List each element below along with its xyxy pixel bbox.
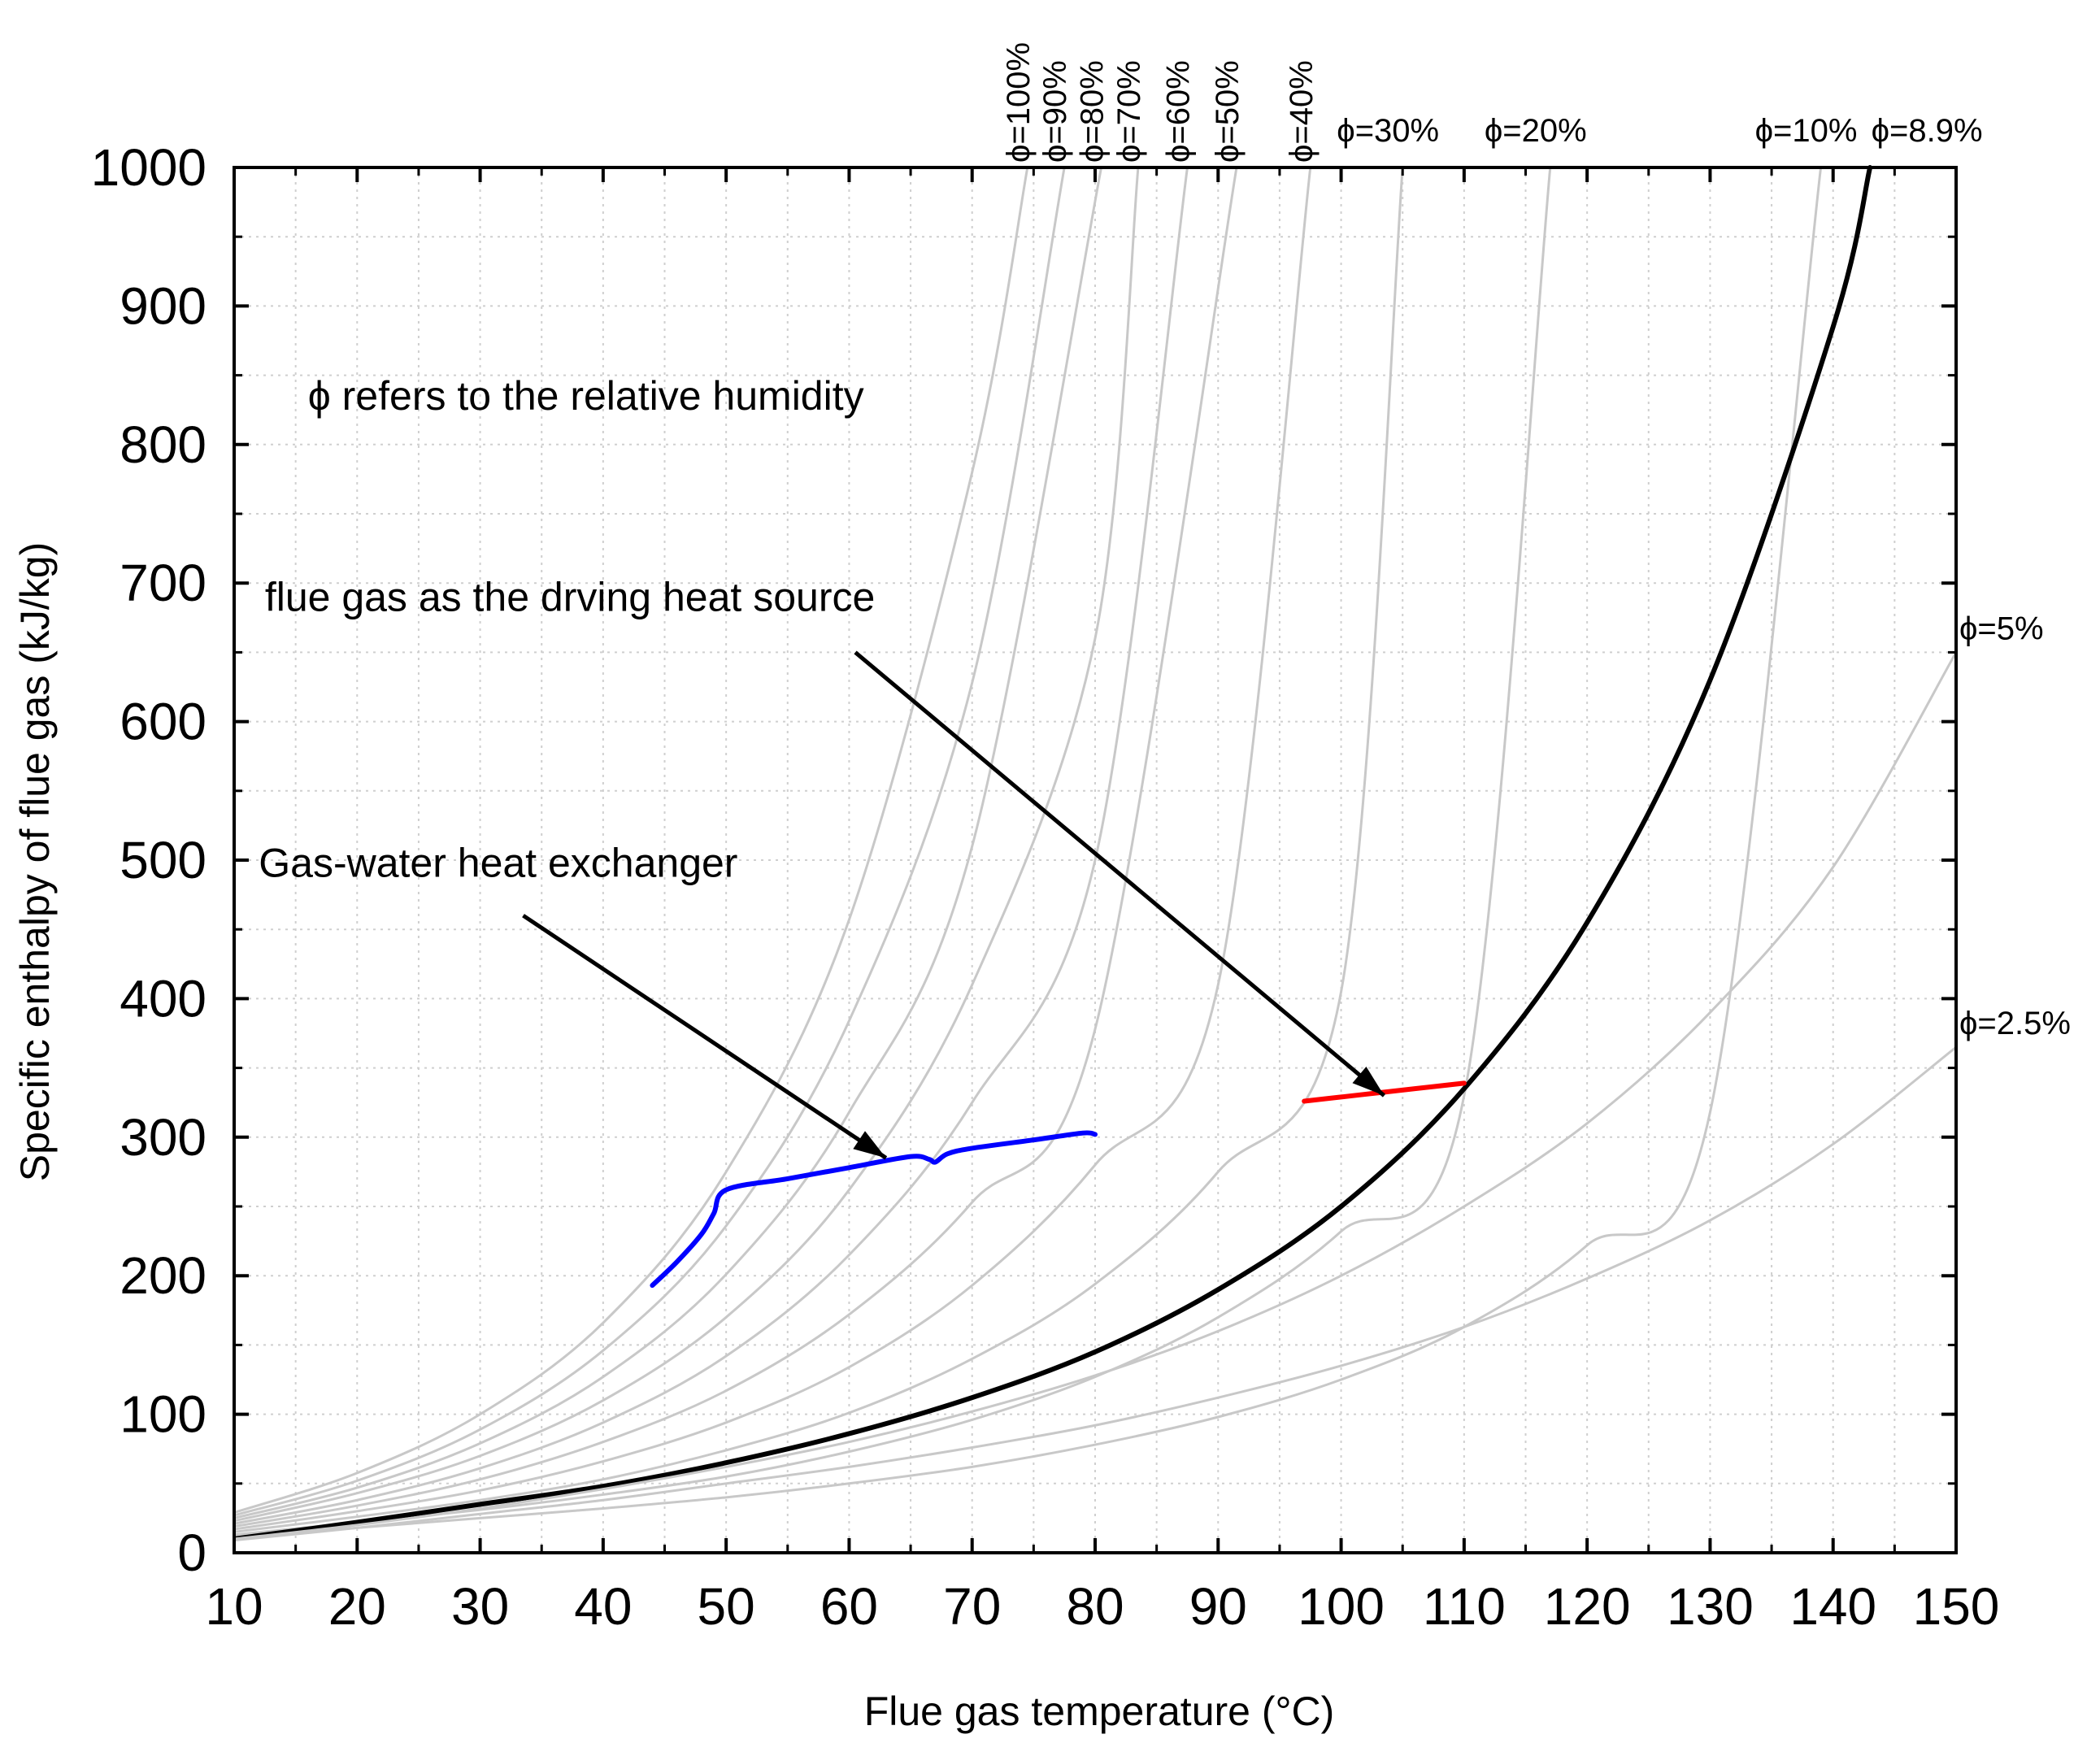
y-tick-label: 0 — [177, 1523, 207, 1582]
annotation-arrows — [522, 650, 1386, 1160]
y-tick-label: 900 — [120, 276, 207, 335]
curve-90 — [234, 166, 1066, 1517]
axis-ticks — [233, 166, 1958, 1554]
y-tick-label: 600 — [120, 693, 207, 751]
curve-80 — [234, 166, 1103, 1519]
label-50: ϕ=50% — [1210, 60, 1246, 163]
label-60: ϕ=60% — [1160, 60, 1196, 163]
x-tick-label: 70 — [943, 1577, 1001, 1636]
x-tick-label: 80 — [1066, 1577, 1124, 1636]
y-axis-label: Specific enthalpy of flue gas (kJ/kg) — [12, 542, 58, 1182]
curve-5 — [234, 650, 1956, 1541]
curve-70 — [234, 166, 1140, 1523]
label-90: ϕ=90% — [1037, 60, 1073, 163]
curve-2-5 — [234, 1045, 1956, 1542]
humidity-curve-labels: ϕ=100% ϕ=90% ϕ=80% ϕ=70% ϕ=60% ϕ=50% ϕ=40% ϕ=30… — [1001, 42, 2071, 1041]
x-tick-label: 10 — [205, 1577, 263, 1636]
annotation-refers-to-the-relative-humidity: ϕ refers to the relative humidity — [308, 373, 864, 419]
label-8-9: ϕ=8.9% — [1872, 113, 1983, 149]
label-80: ϕ=80% — [1075, 60, 1111, 163]
annotation-flue-gas-as-the-drving-heat-source: flue gas as the drving heat source — [265, 574, 875, 619]
x-tick-label: 120 — [1544, 1577, 1631, 1636]
annotation-texts: ϕ refers to the relative humidity flue ga… — [259, 373, 875, 885]
curve-10 — [234, 166, 1823, 1539]
curve-40 — [234, 166, 1312, 1531]
label-5: ϕ=5% — [1959, 611, 2044, 646]
label-20: ϕ=20% — [1485, 113, 1587, 149]
arrow-head — [853, 1131, 886, 1158]
curve-30 — [234, 166, 1404, 1533]
x-tick-label: 140 — [1789, 1577, 1876, 1636]
y-tick-label: 200 — [120, 1246, 207, 1305]
x-tick-label: 30 — [451, 1577, 509, 1636]
x-axis-label: Flue gas temperature (°C) — [864, 1689, 1335, 1734]
y-tick-label: 800 — [120, 415, 207, 474]
x-tick-label: 50 — [698, 1577, 755, 1636]
annotation-gas-water-heat-exchanger: Gas-water heat exchanger — [259, 840, 737, 885]
label-30: ϕ=30% — [1337, 113, 1439, 149]
x-tick-label: 150 — [1913, 1577, 2000, 1636]
y-tick-label: 300 — [120, 1108, 207, 1167]
arrow-line — [522, 914, 888, 1160]
label-2-5: ϕ=2.5% — [1959, 1006, 2071, 1041]
curve-60 — [234, 166, 1189, 1525]
x-tick-label: 90 — [1189, 1577, 1247, 1636]
x-tick-label: 40 — [574, 1577, 632, 1636]
y-tick-label: 700 — [120, 554, 207, 612]
y-tick-label: 100 — [120, 1385, 207, 1444]
axis-tick-labels: 10 20 30 40 50 60 70 80 90 100 110 120 130 140 150 0 100… — [91, 138, 2000, 1636]
y-tick-label: 1000 — [91, 138, 207, 197]
curve-20 — [234, 166, 1552, 1537]
y-tick-label: 400 — [120, 969, 207, 1028]
arrow-line — [854, 650, 1386, 1098]
x-tick-label: 100 — [1298, 1577, 1385, 1636]
x-tick-label: 20 — [328, 1577, 386, 1636]
curve-50 — [234, 166, 1238, 1528]
label-70: ϕ=70% — [1111, 60, 1147, 163]
x-tick-label: 110 — [1423, 1577, 1506, 1636]
x-tick-label: 60 — [820, 1577, 878, 1636]
label-40: ϕ=40% — [1284, 60, 1320, 163]
label-100: ϕ=100% — [1001, 42, 1037, 163]
curve-gas-water-heat-exchanger — [650, 1130, 1098, 1289]
y-tick-label: 500 — [120, 831, 207, 889]
curve-100 — [234, 166, 1029, 1515]
label-10: ϕ=10% — [1755, 113, 1858, 149]
plot-curves — [234, 165, 1956, 1542]
grid — [234, 167, 1956, 1553]
curve-8-9 — [234, 165, 1873, 1541]
x-tick-label: 130 — [1667, 1577, 1754, 1636]
curve-flue-gas-as-the-drving-heat-source — [1302, 1080, 1467, 1104]
arrow-head — [1352, 1066, 1385, 1096]
